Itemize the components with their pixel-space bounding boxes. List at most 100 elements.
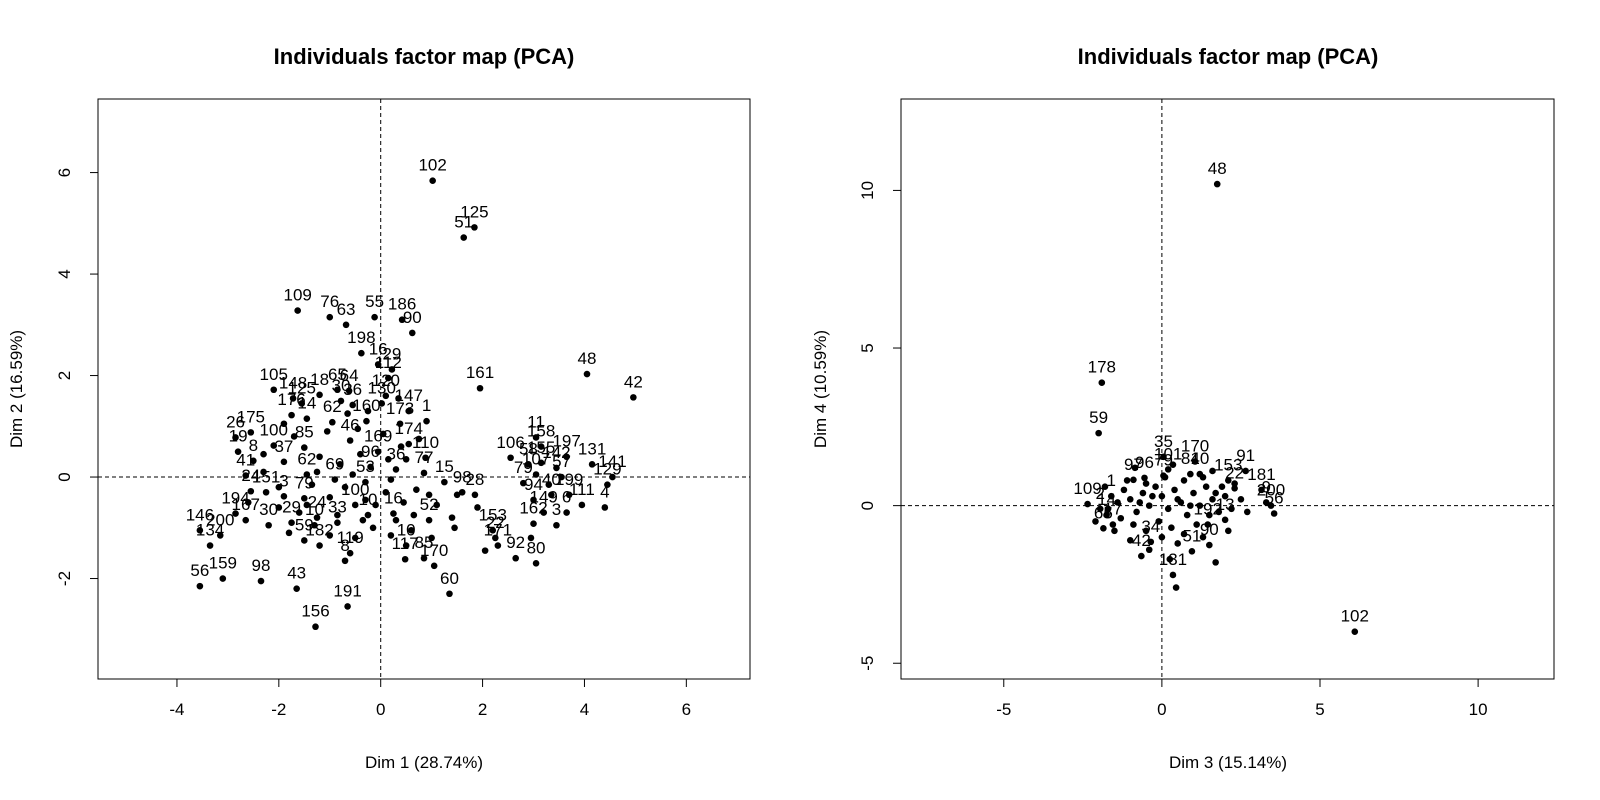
data-point-label: 35 — [1154, 432, 1173, 451]
data-point-label: 48 — [1208, 159, 1227, 178]
data-point-label: 198 — [347, 328, 375, 347]
data-point — [532, 434, 540, 441]
data-point — [1171, 486, 1178, 494]
data-point-label: 90 — [403, 308, 422, 327]
data-point — [262, 488, 270, 496]
data-point — [1215, 508, 1223, 516]
data-point — [1212, 489, 1219, 497]
data-point — [1172, 584, 1180, 591]
data-point-label: 58 — [519, 439, 538, 458]
data-point — [410, 511, 418, 519]
data-point-label: 125 — [460, 202, 488, 221]
data-point — [1242, 467, 1249, 475]
data-point — [1168, 524, 1175, 531]
x-tick-label: 4 — [580, 700, 589, 719]
data-point-label: 176 — [277, 390, 305, 409]
data-point — [351, 501, 359, 509]
data-point — [405, 407, 413, 415]
data-point — [433, 501, 441, 509]
data-point — [1084, 500, 1091, 508]
chart-panel-1: Individuals factor map (PCA)-4 -2 0 2 4 6-202… — [7, 44, 751, 772]
data-point-label: 153 — [1214, 455, 1242, 474]
data-point-label: 129 — [593, 460, 621, 479]
data-point — [1164, 505, 1172, 513]
data-point — [1169, 571, 1177, 579]
data-point — [334, 386, 341, 394]
data-point-label: 11 — [527, 412, 545, 431]
data-point-label: 3 — [552, 500, 561, 519]
data-point-label: 63 — [337, 300, 356, 319]
data-point — [341, 483, 349, 491]
data-point-label: 6 — [562, 488, 571, 507]
data-point — [1262, 499, 1270, 506]
data-point — [408, 329, 416, 337]
data-point — [311, 521, 318, 529]
data-point-label: 107 — [522, 450, 550, 469]
data-point — [289, 395, 297, 402]
data-point-label: 26 — [226, 412, 245, 431]
data-point — [1231, 480, 1238, 487]
data-point-label: 3 — [279, 471, 288, 490]
plot-frame — [900, 98, 1555, 680]
data-point-label: 19 — [229, 427, 248, 446]
data-point — [270, 442, 278, 449]
data-point — [1120, 486, 1128, 494]
data-point — [334, 519, 341, 527]
data-point — [1104, 505, 1112, 513]
data-point — [563, 453, 570, 461]
data-point-label: 59 — [295, 515, 314, 534]
data-point — [294, 307, 301, 314]
data-point — [1098, 379, 1106, 386]
data-point-label: 186 — [388, 295, 416, 314]
data-point — [345, 387, 353, 395]
data-point-label: 117 — [392, 534, 419, 553]
data-point — [379, 430, 387, 438]
data-point — [1130, 476, 1137, 484]
data-point — [369, 524, 377, 532]
data-point — [1174, 540, 1181, 547]
data-point — [425, 491, 433, 499]
chart-title: Individuals factor map (PCA) — [1078, 44, 1379, 69]
data-point — [1213, 180, 1221, 188]
data-point — [270, 386, 278, 394]
data-point — [527, 534, 535, 542]
data-point — [428, 534, 435, 542]
data-point — [507, 454, 514, 462]
data-point-label: 10 — [397, 521, 416, 540]
data-point-label: 33 — [328, 498, 347, 517]
data-point — [1193, 521, 1200, 528]
data-point-label: 8 — [340, 536, 349, 555]
data-point-label: 62 — [297, 450, 316, 469]
data-point — [346, 437, 354, 444]
data-point-label: 199 — [555, 470, 583, 489]
data-point — [1351, 628, 1359, 636]
data-point — [265, 521, 272, 529]
data-point — [422, 454, 429, 462]
data-point-label: 151 — [252, 467, 280, 486]
y-tick-label: 5 — [858, 343, 877, 352]
data-point — [1224, 477, 1232, 484]
data-point — [1218, 483, 1226, 491]
data-point — [476, 384, 484, 392]
data-point-label: 69 — [325, 455, 344, 474]
data-point — [1155, 518, 1163, 525]
data-point — [429, 177, 436, 184]
data-point — [1237, 496, 1245, 503]
data-point — [453, 491, 461, 499]
data-point — [331, 476, 339, 483]
data-point — [1224, 527, 1232, 535]
data-point-label: 77 — [415, 448, 434, 467]
data-point — [196, 527, 204, 534]
data-point-label: 29 — [382, 344, 401, 363]
data-point-label: 156 — [301, 602, 329, 621]
data-point — [1142, 527, 1150, 535]
data-point-label: 147 — [395, 386, 423, 405]
data-point — [1149, 492, 1156, 500]
data-point — [382, 488, 390, 496]
data-point-label: 167 — [232, 495, 260, 514]
data-point — [298, 400, 306, 407]
data-point-label: 102 — [418, 156, 446, 175]
data-point-label: 57 — [552, 452, 571, 471]
x-axis-label: Dim 1 (28.74%) — [365, 753, 483, 772]
